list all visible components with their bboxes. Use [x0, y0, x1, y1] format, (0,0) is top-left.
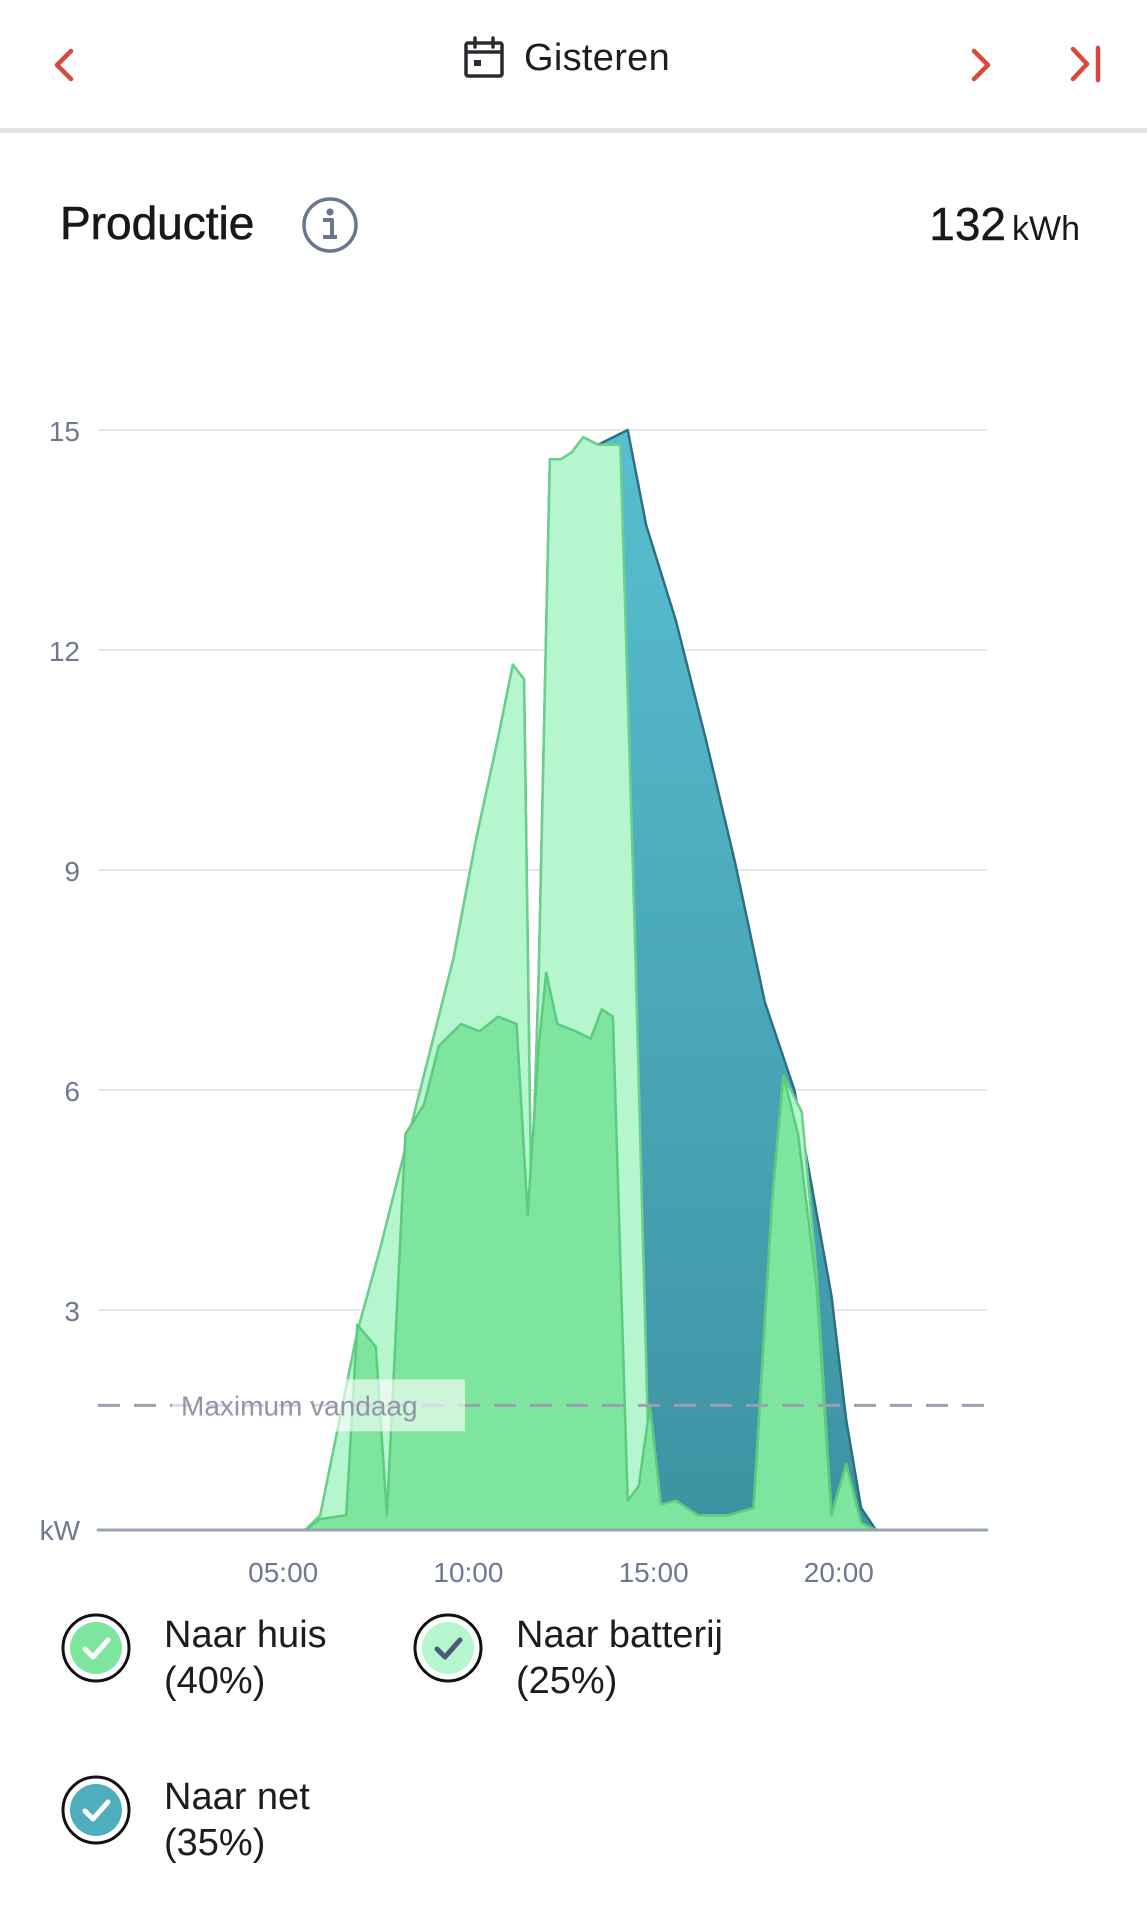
legend-label: Naar net (35%)	[164, 1774, 310, 1866]
previous-day-button[interactable]	[30, 30, 100, 100]
y-unit-label: kW	[40, 1515, 81, 1546]
chevron-right-icon	[971, 48, 991, 82]
series-area-naar-batterij	[96, 436, 989, 1532]
date-label: Gisteren	[524, 36, 671, 79]
info-button[interactable]	[300, 195, 360, 255]
header-divider	[0, 128, 1147, 133]
legend-series-name: Naar huis	[164, 1614, 327, 1656]
legend-series-name: Naar net	[164, 1776, 310, 1818]
check-circle-icon	[413, 1613, 483, 1683]
date-selector[interactable]: Gisteren	[462, 28, 670, 88]
legend-label: Naar huis (40%)	[164, 1612, 327, 1704]
chevron-left-icon	[54, 48, 74, 82]
calendar-icon	[464, 36, 504, 78]
legend-swatch	[70, 1784, 122, 1836]
top-navigation-bar: Gisteren	[0, 0, 1147, 128]
check-circle-icon	[61, 1613, 131, 1683]
go-to-today-button[interactable]	[1050, 30, 1120, 100]
y-tick-label: 9	[64, 856, 80, 887]
legend-swatch	[422, 1622, 474, 1674]
legend-label: Naar batterij (25%)	[516, 1612, 723, 1704]
legend-series-percent: (40%)	[164, 1660, 266, 1702]
total-unit: kWh	[1012, 210, 1080, 248]
y-tick-label: 12	[49, 636, 80, 667]
reference-line-label: Maximum vandaag	[181, 1390, 418, 1421]
page-title: Productie	[60, 197, 255, 250]
production-chart[interactable]: 15 12 9 6 3 kW Maximum vandaag 05:00 10:00 15:00 2…	[0, 380, 1147, 1620]
series-area-naar-huis	[96, 971, 989, 1532]
x-tick-label: 05:00	[248, 1557, 318, 1588]
next-day-button[interactable]	[945, 30, 1015, 100]
y-tick-label: 6	[64, 1076, 80, 1107]
legend-series-name: Naar batterij	[516, 1614, 723, 1656]
legend-series-percent: (35%)	[164, 1822, 266, 1864]
check-circle-icon	[61, 1775, 131, 1845]
legend-item-naar-batterij[interactable]: Naar batterij (25%)	[412, 1612, 723, 1704]
y-tick-label: 15	[49, 416, 80, 447]
skip-to-end-icon	[1070, 45, 1101, 83]
legend-item-naar-net[interactable]: Naar net (35%)	[60, 1774, 310, 1866]
x-tick-label: 20:00	[804, 1557, 874, 1588]
reference-label-bg	[172, 1379, 465, 1432]
y-tick-label: 3	[64, 1296, 80, 1327]
x-tick-label: 10:00	[433, 1557, 503, 1588]
x-tick-label: 15:00	[619, 1557, 689, 1588]
legend-swatch	[70, 1622, 122, 1674]
total-production: 132 kWh	[929, 197, 1080, 251]
legend-item-naar-huis[interactable]: Naar huis (40%)	[60, 1612, 327, 1704]
legend-series-percent: (25%)	[516, 1660, 618, 1702]
total-value: 132	[929, 198, 1006, 250]
info-icon	[302, 197, 358, 253]
